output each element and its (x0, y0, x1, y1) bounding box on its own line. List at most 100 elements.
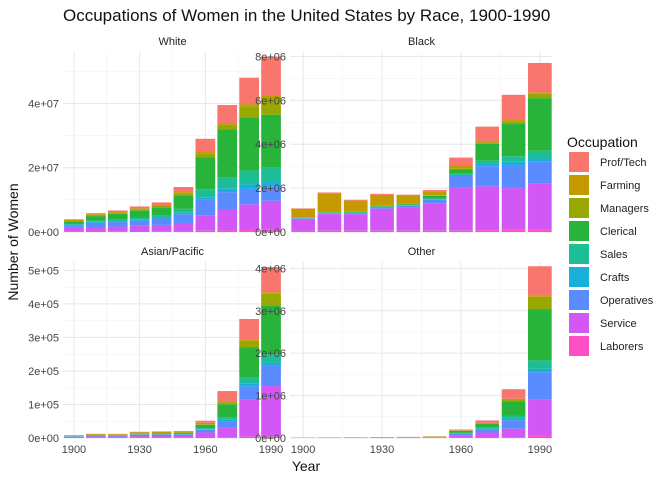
bar-white-1970-prof-tech (217, 105, 238, 124)
x-tick-label: 1990 (528, 444, 552, 456)
bar-black-1950-operatives (422, 199, 447, 204)
bar-asian-pacific-1990-clerical (261, 305, 281, 355)
bar-asian-pacific-1900-service (64, 436, 84, 438)
bar-black-1950-clerical (422, 195, 447, 199)
bar-white-1970-managers (217, 124, 238, 130)
bar-black-1920-clerical (343, 211, 368, 213)
bar-white-1960-laborers (195, 230, 216, 232)
y-tick-label: 5e+05 (28, 265, 59, 277)
bar-black-1980-crafts (501, 161, 526, 166)
bar-white-1920-sales (107, 219, 128, 222)
bar-black-1990-farming (528, 92, 552, 94)
bar-white-1970-sales (217, 177, 238, 189)
bar-asian-pacific-1920-operatives (107, 435, 128, 437)
bar-other-1960-service (449, 435, 473, 438)
legend-swatch-farming (569, 175, 589, 195)
legend-swatch-prof-tech (569, 152, 589, 172)
y-tick-label: 0e+00 (255, 227, 286, 239)
bar-black-1920-service (343, 214, 368, 231)
bar-asian-pacific-1950-farming (173, 431, 194, 433)
bar-other-1970-clerical (475, 423, 500, 428)
bar-white-1980-farming (239, 104, 260, 107)
bar-white-1900-farming (64, 219, 84, 222)
bar-black-1960-clerical (449, 169, 473, 174)
bar-asian-pacific-1960-operatives (195, 429, 216, 433)
bar-black-1960-prof-tech (449, 157, 473, 166)
bar-black-1990-crafts (528, 158, 552, 162)
bar-black-1990-prof-tech (528, 62, 552, 93)
bar-white-1940-clerical (151, 207, 172, 216)
bar-white-1970-farming (217, 123, 238, 125)
bar-asian-pacific-1990-sales (261, 354, 281, 363)
bar-other-1970-sales (475, 427, 500, 429)
bar-other-1990-sales (528, 360, 552, 369)
bar-asian-pacific-1960-crafts (195, 429, 216, 430)
bar-black-1920-farming (343, 200, 368, 212)
y-tick-label: 4e+06 (255, 139, 286, 151)
bar-white-1990-farming (261, 95, 281, 97)
y-tick-label: 4e+07 (28, 98, 59, 110)
bar-asian-pacific-1920-farming (107, 434, 128, 435)
bar-asian-pacific-1980-clerical (239, 347, 260, 378)
x-tick-label: 1960 (193, 444, 217, 456)
bar-black-1920-prof-tech (343, 199, 368, 201)
bar-asian-pacific-1940-operatives (151, 434, 172, 436)
bar-asian-pacific-1910-operatives (85, 435, 106, 437)
bar-other-1990-crafts (528, 368, 552, 373)
bar-black-1930-operatives (370, 207, 394, 209)
bar-black-1990-operatives (528, 161, 552, 184)
bar-white-1940-laborers (151, 231, 172, 232)
bar-other-1990-laborers (528, 435, 552, 438)
bar-white-1920-laborers (107, 231, 128, 232)
bar-white-1910-crafts (85, 221, 106, 223)
bar-black-1940-service (396, 207, 421, 231)
bar-asian-pacific-1950-service (173, 435, 194, 438)
y-tick-label: 4e+05 (28, 299, 59, 311)
bar-black-1950-crafts (422, 199, 447, 200)
y-tick-label: 0e+00 (28, 227, 59, 239)
bar-asian-pacific-1900-operatives (64, 436, 84, 437)
bar-other-1980-managers (501, 398, 526, 402)
bar-other-1990-managers (528, 296, 552, 310)
bar-black-1970-sales (475, 160, 500, 164)
bar-white-1910-clerical (85, 216, 106, 221)
x-axis-title: Year (292, 458, 321, 474)
bar-black-1940-operatives (396, 205, 421, 208)
bar-white-1940-service (151, 224, 172, 232)
bar-white-1920-prof-tech (107, 210, 128, 213)
bar-white-1950-managers (173, 193, 194, 196)
bar-other-1980-laborers (501, 437, 526, 438)
bar-black-1960-managers (449, 168, 473, 170)
bar-asian-pacific-1960-service (195, 432, 216, 438)
bar-white-1990-laborers (261, 229, 281, 232)
y-tick-label: 3e+05 (28, 332, 59, 344)
bar-asian-pacific-1990-managers (261, 293, 281, 306)
bar-white-1940-farming (151, 205, 172, 206)
bar-other-1990-operatives (528, 372, 552, 400)
bar-other-1960-clerical (449, 430, 473, 433)
y-tick-label: 8e+06 (255, 51, 286, 63)
bar-white-1930-service (129, 225, 150, 232)
bar-white-1960-crafts (195, 197, 216, 200)
bar-black-1910-service (317, 214, 342, 231)
bar-white-1960-operatives (195, 199, 216, 216)
bar-black-1900-farming (291, 208, 315, 218)
bar-white-1930-managers (129, 209, 150, 211)
y-tick-label: 0e+00 (28, 433, 59, 445)
bar-asian-pacific-1970-operatives (217, 421, 238, 428)
bar-white-1900-sales (64, 223, 84, 225)
bar-other-1970-service (475, 432, 500, 438)
bar-white-1970-service (217, 209, 238, 231)
y-tick-label: 4e+06 (255, 263, 286, 275)
bar-white-1980-operatives (239, 188, 260, 205)
facet-panels: White 0e+00 2e+07 4e+07 Black 0e+00 2e+06 4e+06… (28, 36, 553, 456)
bar-white-1970-operatives (217, 192, 238, 210)
bar-black-1990-clerical (528, 98, 552, 151)
bar-other-1970-operatives (475, 429, 500, 433)
legend-swatch-sales (569, 244, 589, 264)
bar-white-1980-managers (239, 106, 260, 118)
y-axis-title: Number of Women (5, 183, 21, 300)
legend-swatch-managers (569, 198, 589, 218)
bar-asian-pacific-1990-crafts (261, 362, 281, 366)
